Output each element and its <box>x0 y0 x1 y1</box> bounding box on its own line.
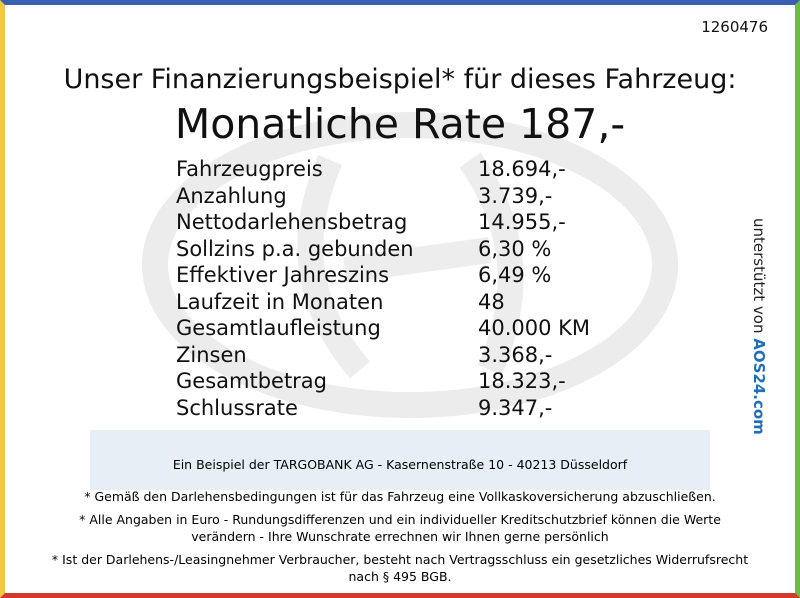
row-value: 18.694,- <box>478 157 566 181</box>
logo-ring <box>142 112 678 418</box>
row-value: 40.000 KM <box>478 316 591 340</box>
row-label: Schlussrate <box>176 395 298 420</box>
row-label: Gesamtbetrag <box>176 369 328 393</box>
row-label: Laufzeit in Monaten <box>176 289 384 314</box>
finance-row: Sollzins p.a. gebunden 6,30 % <box>176 236 636 263</box>
finance-row: Gesamtbetrag 18.323,- <box>176 368 636 395</box>
row-label: Anzahlung <box>176 183 287 208</box>
row-value: 3.739,- <box>478 183 553 208</box>
finance-row: Fahrzeugpreis 18.694,- <box>176 156 636 183</box>
logo-h <box>297 152 524 379</box>
logo-band <box>90 430 710 490</box>
row-label: Nettodarlehensbetrag <box>176 210 408 234</box>
row-value: 18.323,- <box>478 369 566 393</box>
finance-row: Gesamtlaufleistung 40.000 KM <box>176 315 636 342</box>
row-value: 9.347,- <box>478 395 553 420</box>
row-value: 48 <box>478 289 505 314</box>
row-value: 6,49 % <box>478 263 552 287</box>
side-credit: unterstützt von AOS24.com <box>750 218 768 435</box>
finance-row: Zinsen 3.368,- <box>176 342 636 369</box>
bank-line: Ein Beispiel der TARGOBANK AG - Kasernen… <box>172 457 628 472</box>
row-value: 14.955,- <box>478 210 566 234</box>
note: * Ist der Darlehens-/Leasingnehmer Verbr… <box>51 552 749 584</box>
row-value: 3.368,- <box>478 342 553 367</box>
finance-table: Fahrzeugpreis 18.694,- Anzahlung 3.739,- Net… <box>176 156 636 421</box>
row-label: Gesamtlaufleistung <box>176 316 381 340</box>
side-prefix: unterstützt von <box>750 218 768 334</box>
notes: * Gemäß den Darlehensbedingungen ist für… <box>50 488 750 591</box>
row-value: 6,30 % <box>478 236 552 261</box>
side-brand: AOS24.com <box>750 338 768 435</box>
listing-id: 1260476 <box>701 18 768 36</box>
heading: Unser Finanzierungsbeispiel* für dieses … <box>63 64 737 95</box>
finance-row: Nettodarlehensbetrag 14.955,- <box>176 209 636 236</box>
monthly-rate: Monatliche Rate 187,- <box>174 100 626 148</box>
row-label: Effektiver Jahreszins <box>176 263 390 287</box>
row-label: Fahrzeugpreis <box>176 157 323 181</box>
finance-row: Laufzeit in Monaten 48 <box>176 289 636 316</box>
note: * Gemäß den Darlehensbedingungen ist für… <box>84 489 716 504</box>
row-label: Zinsen <box>176 342 247 367</box>
row-label: Sollzins p.a. gebunden <box>176 236 414 261</box>
finance-row: Anzahlung 3.739,- <box>176 183 636 210</box>
note: * Alle Angaben in Euro - Rundungsdiffere… <box>79 512 721 544</box>
finance-row: Effektiver Jahreszins 6,49 % <box>176 262 636 289</box>
finance-row: Schlussrate 9.347,- <box>176 395 636 422</box>
